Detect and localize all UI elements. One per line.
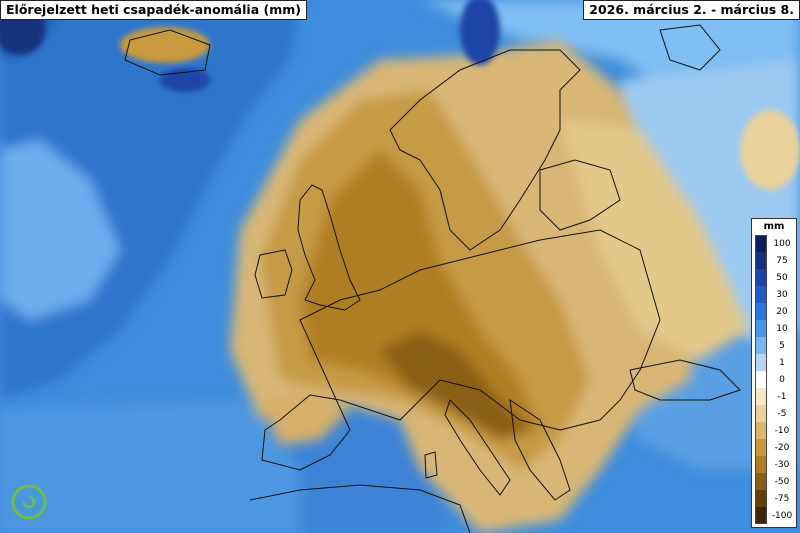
- legend-swatch: [755, 388, 767, 405]
- legend-label: -20: [774, 443, 790, 453]
- legend-swatch: [755, 354, 767, 371]
- coast-scandinavia: [389, 49, 581, 251]
- legend-swatch: [755, 269, 767, 286]
- coast-baltic: [539, 159, 621, 231]
- legend-swatch: [755, 507, 767, 524]
- coast-arctic-islands: [659, 24, 721, 71]
- dry-zone-iberia: [260, 390, 350, 445]
- dry-spot-arctic: [740, 110, 800, 190]
- legend-swatch: [755, 235, 767, 252]
- dry-zone-peak: [380, 330, 530, 440]
- wet-spot-norway: [460, 0, 500, 65]
- coast-continent: [261, 229, 661, 471]
- legend-label: 30: [776, 290, 788, 300]
- dry-spot-iceland: [120, 27, 210, 63]
- legend-swatch: [755, 337, 767, 354]
- coast-iceland: [124, 29, 211, 76]
- coast-ireland: [254, 249, 293, 299]
- legend-swatch: [755, 252, 767, 269]
- legend-label: -30: [774, 460, 790, 470]
- legend-label: 5: [779, 341, 785, 351]
- legend-swatch: [755, 320, 767, 337]
- legend-label: 50: [776, 273, 788, 283]
- legend-label: 0: [779, 375, 785, 385]
- legend-label: 20: [776, 307, 788, 317]
- legend-label: -100: [771, 511, 793, 521]
- legend-swatch: [755, 405, 767, 422]
- legend-label: -5: [777, 409, 787, 419]
- legend-swatch: [755, 371, 767, 388]
- coast-britain: [297, 184, 361, 311]
- legend-label: 100: [773, 239, 791, 249]
- period-label: 2026. március 2. - március 8.: [583, 0, 800, 20]
- coast-north-africa: [249, 484, 471, 533]
- dry-zone-east: [560, 120, 750, 360]
- legend-swatch: [755, 490, 767, 507]
- legend-label: 10: [776, 324, 788, 334]
- legend-swatch: [755, 303, 767, 320]
- coastlines: [124, 24, 741, 533]
- wet-spot-iceland: [160, 68, 210, 92]
- coast-italy: [444, 399, 511, 496]
- legend-swatch: [755, 286, 767, 303]
- legend-swatch: [755, 439, 767, 456]
- coast-sardinia: [424, 451, 438, 479]
- legend-swatch: [755, 456, 767, 473]
- legend-swatch: [755, 422, 767, 439]
- legend-label: -75: [774, 494, 790, 504]
- legend-label: -10: [774, 426, 790, 436]
- legend-label: -1: [777, 392, 787, 402]
- swirl-logo-icon: [11, 484, 47, 520]
- dry-zone-core: [300, 150, 540, 440]
- coast-blacksea: [629, 359, 741, 401]
- wet-zone-north-africa: [0, 400, 300, 533]
- wet-zone-atlantic-light: [0, 140, 120, 320]
- legend-unit: mm: [763, 221, 785, 232]
- map-title: Előrejelzett heti csapadék-anomália (mm): [0, 0, 307, 20]
- legend-swatch: [755, 473, 767, 490]
- coast-balkans: [509, 398, 571, 501]
- legend-label: 75: [776, 256, 788, 266]
- legend-swatches: [755, 235, 767, 524]
- color-legend: mm 100 75 50 30 20 10 5 1 0 -1 -5 -10 -20 -30 -50 -75 -1…: [751, 218, 797, 528]
- legend-label: 1: [779, 358, 785, 368]
- legend-label: -50: [774, 477, 790, 487]
